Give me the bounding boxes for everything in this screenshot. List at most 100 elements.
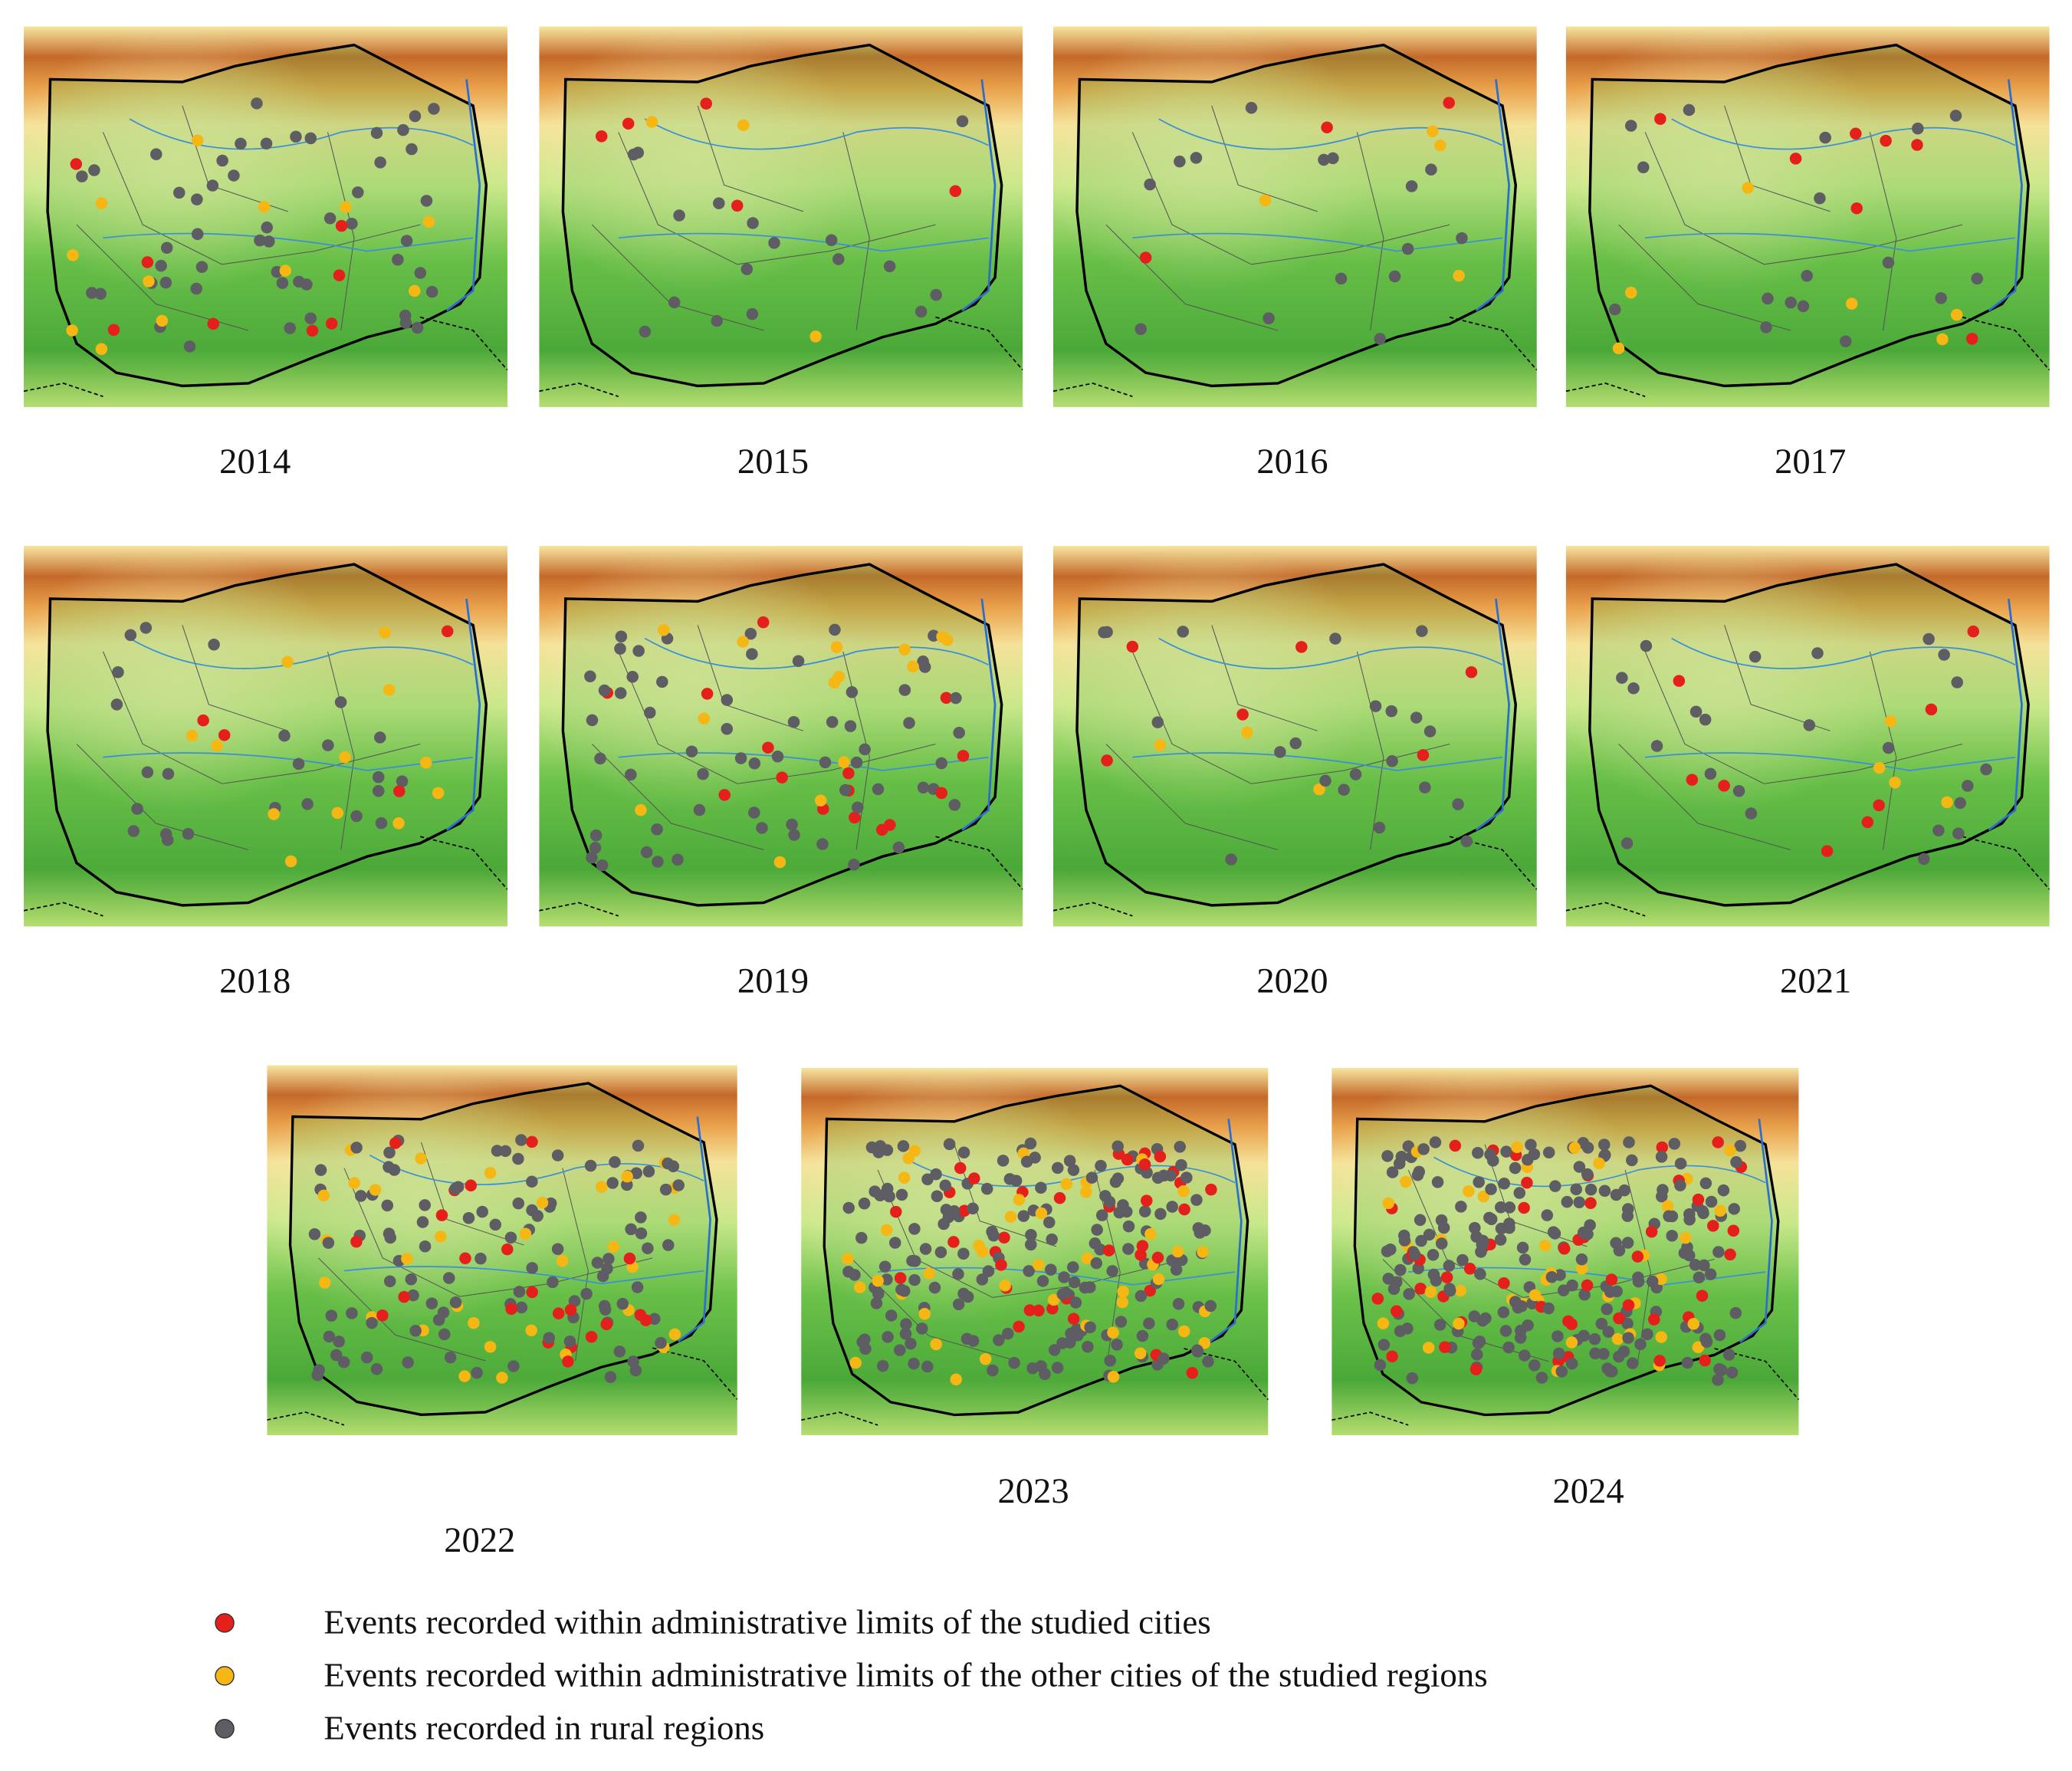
- event-dot: [1714, 1204, 1726, 1217]
- event-dot: [629, 1364, 642, 1377]
- event-dot: [434, 1230, 447, 1243]
- event-dot: [1610, 1188, 1623, 1201]
- event-dot: [1335, 272, 1348, 285]
- event-dot: [1139, 251, 1152, 264]
- event-dot: [409, 284, 421, 297]
- event-dot: [667, 1160, 680, 1173]
- event-dot: [954, 1162, 967, 1175]
- event-dot: [1430, 1274, 1443, 1287]
- event-dot: [1819, 131, 1831, 144]
- event-dot: [304, 312, 317, 325]
- event-dot: [1154, 1150, 1167, 1163]
- event-dot: [1882, 741, 1895, 754]
- event-dot: [107, 324, 120, 337]
- event-dot: [1692, 1193, 1705, 1206]
- event-dot: [334, 696, 347, 708]
- event-dot: [191, 134, 204, 146]
- event-dot: [1513, 1187, 1526, 1199]
- event-dot: [1400, 1175, 1412, 1188]
- event-dot: [1138, 1158, 1151, 1171]
- event-dot: [1935, 292, 1947, 304]
- event-dot: [930, 288, 942, 301]
- event-dot: [379, 626, 391, 639]
- event-dot: [1025, 1229, 1037, 1241]
- event-dot: [1245, 101, 1258, 114]
- event-dot: [491, 1145, 504, 1157]
- event-dot: [998, 1231, 1010, 1244]
- event-dot: [415, 1152, 427, 1165]
- event-dot: [656, 675, 668, 688]
- event-dot: [698, 712, 711, 725]
- event-dot: [1046, 1233, 1058, 1246]
- event-dot: [1191, 1344, 1203, 1357]
- event-dot: [1036, 1275, 1049, 1287]
- event-dot: [1157, 1169, 1170, 1182]
- event-dot: [1410, 711, 1423, 724]
- event-dot: [1637, 161, 1650, 174]
- event-dot: [484, 1341, 497, 1353]
- event-dot: [1511, 1141, 1523, 1154]
- event-dot: [393, 785, 406, 797]
- event-dot: [594, 752, 606, 765]
- event-dot: [526, 1204, 538, 1217]
- event-dot: [872, 1274, 884, 1287]
- event-dot: [921, 1360, 934, 1373]
- event-dot: [1023, 1265, 1035, 1277]
- event-dot: [1474, 1268, 1486, 1280]
- event-dot: [1089, 1237, 1102, 1250]
- event-dot: [186, 729, 199, 742]
- event-dot: [449, 1296, 462, 1309]
- event-dot: [1067, 1313, 1080, 1325]
- event-dot: [1742, 182, 1754, 194]
- event-dot: [935, 787, 948, 800]
- event-dot: [462, 1211, 475, 1224]
- event-dot: [858, 1198, 871, 1210]
- event-dot: [1728, 1203, 1740, 1215]
- event-dot: [1654, 113, 1666, 125]
- event-dot: [1683, 1249, 1696, 1262]
- legend-label: Events recorded within administrative li…: [323, 1656, 1487, 1694]
- year-label: 2018: [219, 962, 291, 1001]
- event-dot: [740, 263, 754, 275]
- event-dot: [968, 1172, 980, 1184]
- event-dot: [1499, 1325, 1512, 1337]
- event-dot: [939, 1179, 952, 1192]
- event-dot: [1485, 1183, 1497, 1195]
- event-dot: [865, 1141, 878, 1154]
- map-background: [539, 545, 1023, 927]
- event-dot: [839, 784, 852, 797]
- event-dot: [1568, 1142, 1581, 1154]
- year-label: 2022: [444, 1521, 515, 1560]
- event-dot: [1402, 1140, 1415, 1152]
- event-dot: [934, 1246, 947, 1259]
- event-dot: [322, 1237, 335, 1249]
- event-dot: [172, 186, 186, 199]
- event-dot: [1177, 1325, 1190, 1338]
- event-dot: [1095, 1209, 1108, 1221]
- event-dot: [1084, 1321, 1096, 1334]
- event-dot: [642, 1165, 655, 1178]
- event-dot: [967, 1335, 980, 1347]
- event-dot: [931, 1190, 944, 1203]
- event-dot: [721, 722, 734, 735]
- event-dot: [1472, 1337, 1485, 1349]
- event-dot: [304, 132, 317, 145]
- event-dot: [1063, 1155, 1076, 1167]
- event-dot: [536, 1196, 549, 1209]
- event-dot: [1693, 1271, 1706, 1284]
- event-dot: [1655, 1331, 1667, 1343]
- event-dot: [438, 1328, 451, 1341]
- event-dot: [1518, 1201, 1530, 1214]
- event-dot: [1476, 1238, 1489, 1251]
- event-dot: [1427, 125, 1439, 137]
- event-dot: [915, 1322, 928, 1335]
- event-dot: [547, 1276, 559, 1289]
- event-dot: [595, 130, 608, 143]
- event-dot: [396, 775, 409, 787]
- event-dot: [1616, 672, 1628, 684]
- event-dot: [828, 676, 841, 688]
- event-dot: [1058, 1271, 1070, 1283]
- event-dot: [1174, 1141, 1186, 1153]
- event-dot: [952, 1298, 965, 1311]
